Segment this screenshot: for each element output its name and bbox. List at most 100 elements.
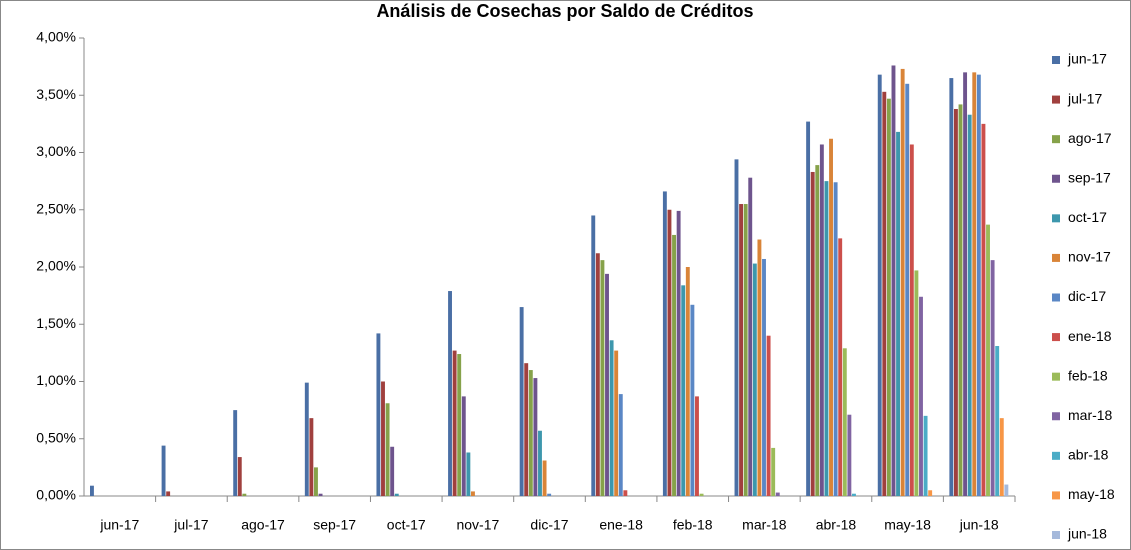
bar — [471, 491, 475, 496]
legend-label: abr-18 — [1068, 447, 1109, 463]
y-tick-label: 2,00% — [36, 258, 76, 274]
y-tick-label: 3,00% — [36, 143, 76, 159]
y-tick-label: 2,50% — [36, 200, 76, 216]
bar — [766, 335, 771, 496]
bar — [757, 239, 762, 496]
bar — [967, 114, 972, 496]
bar — [810, 171, 815, 496]
bar — [672, 234, 676, 496]
bar — [662, 191, 667, 496]
bar — [842, 348, 847, 496]
bar — [953, 108, 958, 497]
legend-label: dic-17 — [1068, 288, 1106, 304]
bar — [309, 418, 314, 496]
x-tick-label: jul-17 — [173, 517, 208, 533]
bar — [762, 258, 766, 496]
bar — [990, 260, 995, 496]
legend-label: jun-18 — [1067, 526, 1107, 542]
bar — [882, 91, 887, 496]
x-tick-label: may-18 — [884, 517, 931, 533]
bar — [958, 104, 963, 496]
bar — [1004, 484, 1009, 496]
legend-label: jun-17 — [1067, 51, 1107, 67]
legend-swatch — [1052, 56, 1060, 64]
bar — [161, 445, 166, 496]
bar — [877, 74, 882, 496]
legend-swatch — [1052, 372, 1060, 381]
legend-label: oct-17 — [1068, 209, 1107, 225]
bar — [905, 83, 910, 497]
x-tick-label: feb-18 — [673, 517, 713, 533]
bar — [676, 210, 681, 496]
bar — [838, 238, 843, 496]
x-tick-label: ago-17 — [241, 517, 285, 533]
bar — [381, 381, 385, 496]
bar — [533, 378, 538, 496]
bar — [524, 363, 529, 496]
bar — [824, 181, 829, 496]
bar — [591, 215, 596, 496]
bar — [394, 493, 399, 496]
bar — [981, 123, 986, 496]
bar — [815, 165, 820, 496]
bar — [237, 457, 242, 496]
x-tick-label: jun-18 — [959, 517, 999, 533]
bar — [852, 493, 856, 496]
bar — [605, 273, 609, 496]
bar — [949, 78, 954, 496]
bar — [595, 253, 600, 496]
bar — [542, 460, 547, 496]
bar — [914, 270, 919, 496]
legend-swatch — [1052, 253, 1060, 262]
y-tick-label: 1,00% — [36, 372, 76, 388]
bar — [609, 340, 614, 496]
y-tick-label: 3,50% — [36, 86, 76, 102]
bar — [771, 447, 776, 496]
legend-swatch — [1052, 293, 1060, 302]
bar — [690, 304, 695, 496]
legend-label: nov-17 — [1068, 249, 1111, 265]
bar — [685, 267, 690, 496]
legend-swatch — [1052, 412, 1060, 421]
legend-swatch — [1052, 214, 1060, 223]
bar — [928, 490, 933, 496]
legend-swatch — [1052, 174, 1060, 183]
bar — [618, 394, 623, 496]
bar — [829, 138, 833, 496]
bar — [390, 446, 395, 496]
bar — [919, 296, 923, 496]
bar — [886, 98, 891, 496]
bar — [963, 72, 968, 496]
bar — [734, 159, 739, 496]
bar — [519, 307, 524, 496]
legend-swatch — [1052, 531, 1060, 539]
bar — [739, 204, 744, 496]
bar — [600, 260, 605, 496]
bar — [909, 144, 914, 497]
legend-label: ene-18 — [1068, 328, 1112, 344]
chart-title: Análisis de Cosechas por Saldo de Crédit… — [376, 1, 753, 21]
bar — [752, 263, 757, 496]
bar — [547, 493, 552, 496]
legend-swatch — [1052, 95, 1060, 104]
bar — [999, 418, 1004, 496]
legend-swatch — [1052, 491, 1060, 500]
bar — [452, 350, 457, 496]
bar — [90, 485, 94, 496]
bar — [466, 452, 471, 496]
bar — [699, 493, 704, 496]
bar — [743, 204, 748, 496]
x-tick-label: sep-17 — [313, 517, 356, 533]
bar — [681, 285, 686, 496]
bar — [833, 182, 838, 496]
legend-label: jul-17 — [1067, 90, 1102, 106]
y-tick-label: 4,00% — [36, 29, 76, 45]
bar — [166, 491, 171, 496]
x-tick-label: ene-18 — [599, 517, 643, 533]
bar — [304, 382, 309, 496]
bar — [667, 209, 672, 496]
bar — [314, 467, 318, 496]
bar — [385, 403, 390, 496]
